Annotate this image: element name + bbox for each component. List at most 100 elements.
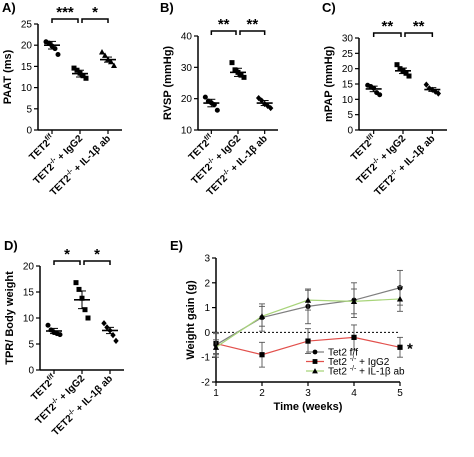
- y-tick-label: 20: [21, 41, 33, 52]
- y-tick-label: 0: [26, 126, 32, 137]
- y-axis-title: TPR/ Body weight: [4, 271, 16, 365]
- y-axis-title: RVSP (mmHg): [162, 46, 174, 121]
- significance-bracket: [210, 30, 237, 35]
- data-point: [238, 72, 244, 78]
- series-2: [212, 286, 404, 356]
- y-tick-label: 25: [21, 20, 33, 31]
- y-tick-label: 2: [204, 278, 210, 289]
- data-point: [241, 74, 247, 80]
- label-superscript: -/-: [350, 366, 357, 373]
- y-tick-label: 40: [181, 32, 193, 43]
- legend-swatch-marker: [312, 368, 318, 374]
- data-point: [113, 337, 119, 344]
- y-tick-label: -1: [201, 353, 210, 364]
- data-point: [85, 315, 91, 321]
- y-tick-label: 5: [347, 110, 353, 121]
- label-suffix: + IgG2: [356, 357, 390, 368]
- y-tick-label: 20: [23, 262, 35, 273]
- data-point: [108, 58, 114, 65]
- data-point: [423, 81, 430, 88]
- legend-swatch-marker: [312, 349, 318, 355]
- data-point: [82, 307, 88, 313]
- category-label: TET2-/- + IgG2: [354, 132, 409, 187]
- y-tick-label: 15: [21, 62, 33, 73]
- panel-label: C): [322, 0, 336, 15]
- label-superscript: -/-: [371, 156, 381, 166]
- x-tick-label: 4: [351, 388, 357, 399]
- label-main: Tet2: [328, 357, 350, 368]
- y-tick-label: 30: [181, 63, 193, 74]
- y-tick-label: -2: [201, 378, 210, 389]
- data-point: [212, 344, 220, 350]
- data-point: [73, 280, 79, 286]
- data-point: [111, 62, 117, 69]
- y-tick-label: 5: [28, 340, 34, 351]
- label-main: Tet2: [328, 367, 350, 378]
- data-point: [214, 107, 220, 113]
- line-panel: E) -2 -1 0 1 2 3 1 2 3 4 5 Time (weeks) Weight gain (…: [170, 238, 413, 413]
- data-point: [377, 92, 383, 98]
- x-tick-label: 1: [213, 388, 219, 399]
- data-point: [76, 286, 82, 292]
- label-superscript: -/-: [67, 407, 77, 417]
- y-tick-label: 10: [181, 126, 193, 137]
- significance-annotation: *: [407, 340, 413, 357]
- y-tick-label: 1: [204, 303, 210, 314]
- y-tick-label: 20: [181, 94, 193, 105]
- data-point: [45, 322, 51, 328]
- y-tick-label: 0: [204, 328, 210, 339]
- y-axis-title: Weight gain (g): [185, 280, 197, 360]
- legend-label: Tet2 f/f: [328, 348, 358, 359]
- data-point: [435, 90, 442, 97]
- significance-stars: **: [381, 18, 393, 35]
- x-tick-label: 5: [397, 388, 403, 399]
- data-point: [101, 320, 107, 327]
- significance-bracket: [51, 18, 79, 23]
- y-tick-label: 15: [23, 288, 35, 299]
- panel-label: D): [4, 238, 18, 253]
- significance-bracket: [372, 32, 402, 37]
- label-superscript: f/f: [44, 132, 54, 142]
- significance-bracket: [83, 260, 111, 265]
- data-point: [232, 67, 238, 73]
- data-point: [304, 297, 312, 303]
- data-point: [202, 94, 208, 100]
- category-label: TET2-/- + IgG2: [31, 132, 86, 187]
- data-point: [80, 73, 86, 79]
- label-superscript: -/-: [50, 396, 60, 406]
- data-point: [258, 313, 266, 319]
- significance-stars: **: [246, 16, 258, 33]
- label-superscript: -/-: [206, 156, 216, 166]
- label-main: Tet2 f/f: [328, 348, 358, 359]
- y-tick-label: 25: [342, 49, 354, 60]
- category-label: TET2-/- + IgG2: [33, 372, 88, 427]
- significance-stars: *: [92, 4, 98, 21]
- y-tick-label: 20: [342, 64, 354, 75]
- data-point: [406, 73, 412, 79]
- data-point: [397, 66, 403, 72]
- label-superscript: f/f: [203, 132, 213, 142]
- label-superscript: f/f: [366, 132, 376, 142]
- label-superscript: -/-: [221, 167, 231, 177]
- significance-stars: ***: [56, 4, 74, 21]
- y-tick-label: 15: [342, 80, 354, 91]
- y-tick-label: 30: [342, 34, 354, 45]
- y-axis-title: mPAP (mmHg): [323, 46, 335, 122]
- data-point: [394, 62, 400, 68]
- data-point: [396, 295, 404, 302]
- x-tick-label: 2: [259, 388, 265, 399]
- data-point: [55, 52, 61, 58]
- y-tick-label: 10: [342, 95, 354, 106]
- label-superscript: f/f: [46, 372, 56, 382]
- significance-bracket: [81, 18, 109, 23]
- data-point: [397, 344, 403, 350]
- significance-bracket: [404, 32, 434, 37]
- y-tick-label: 10: [21, 83, 33, 94]
- label-superscript: -/-: [350, 356, 357, 363]
- data-point: [57, 332, 63, 338]
